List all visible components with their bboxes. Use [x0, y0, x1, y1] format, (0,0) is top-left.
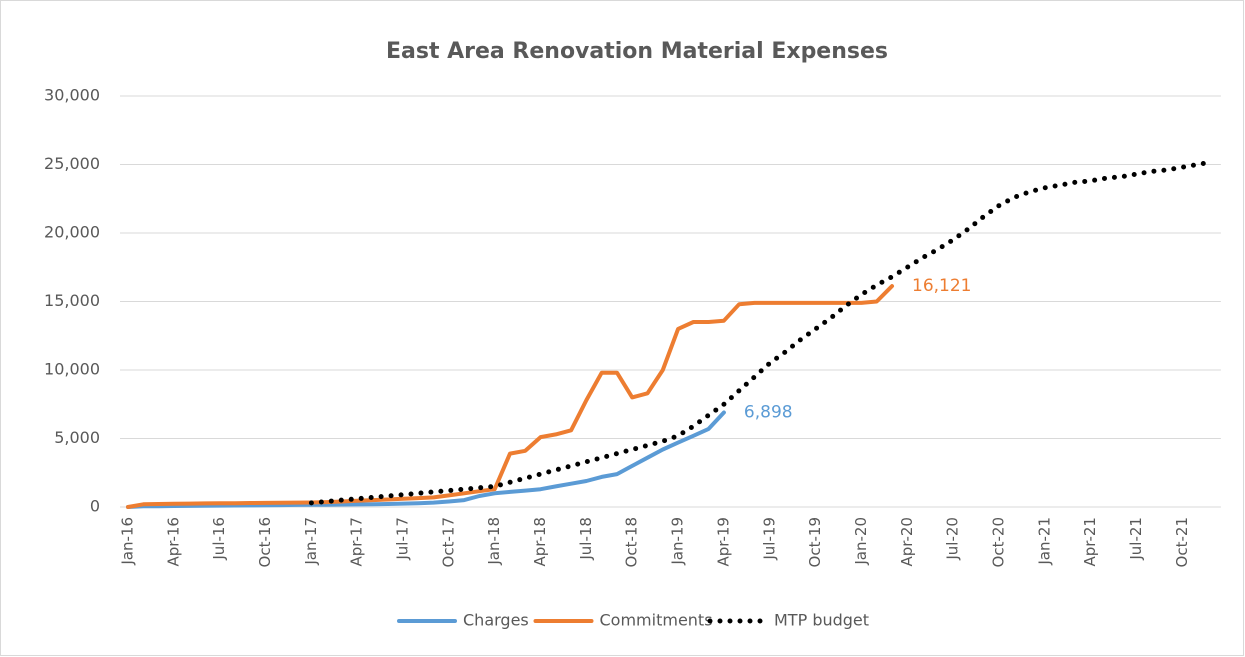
x-tick-label: Jan-17 [302, 517, 320, 566]
x-tick-label: Jul-17 [394, 517, 412, 561]
legend-label: MTP budget [774, 611, 869, 630]
data-label: 6,898 [744, 402, 793, 422]
y-tick-label: 5,000 [54, 428, 100, 447]
chart-title: East Area Renovation Material Expenses [386, 39, 888, 64]
x-tick-label: Oct-18 [623, 517, 641, 567]
series-line [126, 410, 726, 509]
legend-label: Charges [463, 611, 529, 630]
x-tick-label: Apr-16 [164, 517, 182, 567]
data-label: 16,121 [912, 276, 971, 296]
y-tick-label: 10,000 [44, 360, 100, 379]
y-tick-label: 20,000 [44, 223, 100, 242]
y-tick-label: 30,000 [44, 86, 100, 105]
y-tick-label: 15,000 [44, 291, 100, 310]
series-line [126, 284, 894, 509]
y-tick-label: 0 [90, 497, 100, 516]
x-tick-label: Oct-17 [439, 517, 457, 567]
x-tick-label: Oct-16 [256, 517, 274, 567]
x-tick-label: Jan-18 [485, 517, 503, 566]
y-tick-label: 25,000 [44, 154, 100, 173]
x-tick-label: Oct-20 [989, 517, 1007, 567]
x-tick-label: Jul-20 [944, 517, 962, 561]
x-tick-label: Jan-16 [119, 517, 137, 566]
x-tick-label: Jul-21 [1127, 517, 1145, 561]
legend-label: Commitments [600, 611, 713, 630]
x-tick-label: Jul-16 [210, 517, 228, 561]
x-tick-label: Apr-21 [1081, 517, 1099, 567]
x-tick-label: Apr-20 [898, 517, 916, 567]
x-tick-label: Oct-21 [1173, 517, 1191, 567]
x-tick-label: Apr-18 [531, 517, 549, 567]
x-tick-label: Jan-19 [669, 517, 687, 566]
x-tick-label: Jan-21 [1035, 517, 1053, 566]
x-tick-label: Jul-19 [760, 517, 778, 561]
x-tick-label: Apr-17 [348, 517, 366, 567]
x-tick-label: Jul-18 [577, 517, 595, 561]
x-tick-label: Apr-19 [714, 517, 732, 567]
x-tick-label: Jan-20 [852, 517, 870, 566]
x-tick-label: Oct-19 [806, 517, 824, 567]
series-line [308, 159, 1216, 506]
